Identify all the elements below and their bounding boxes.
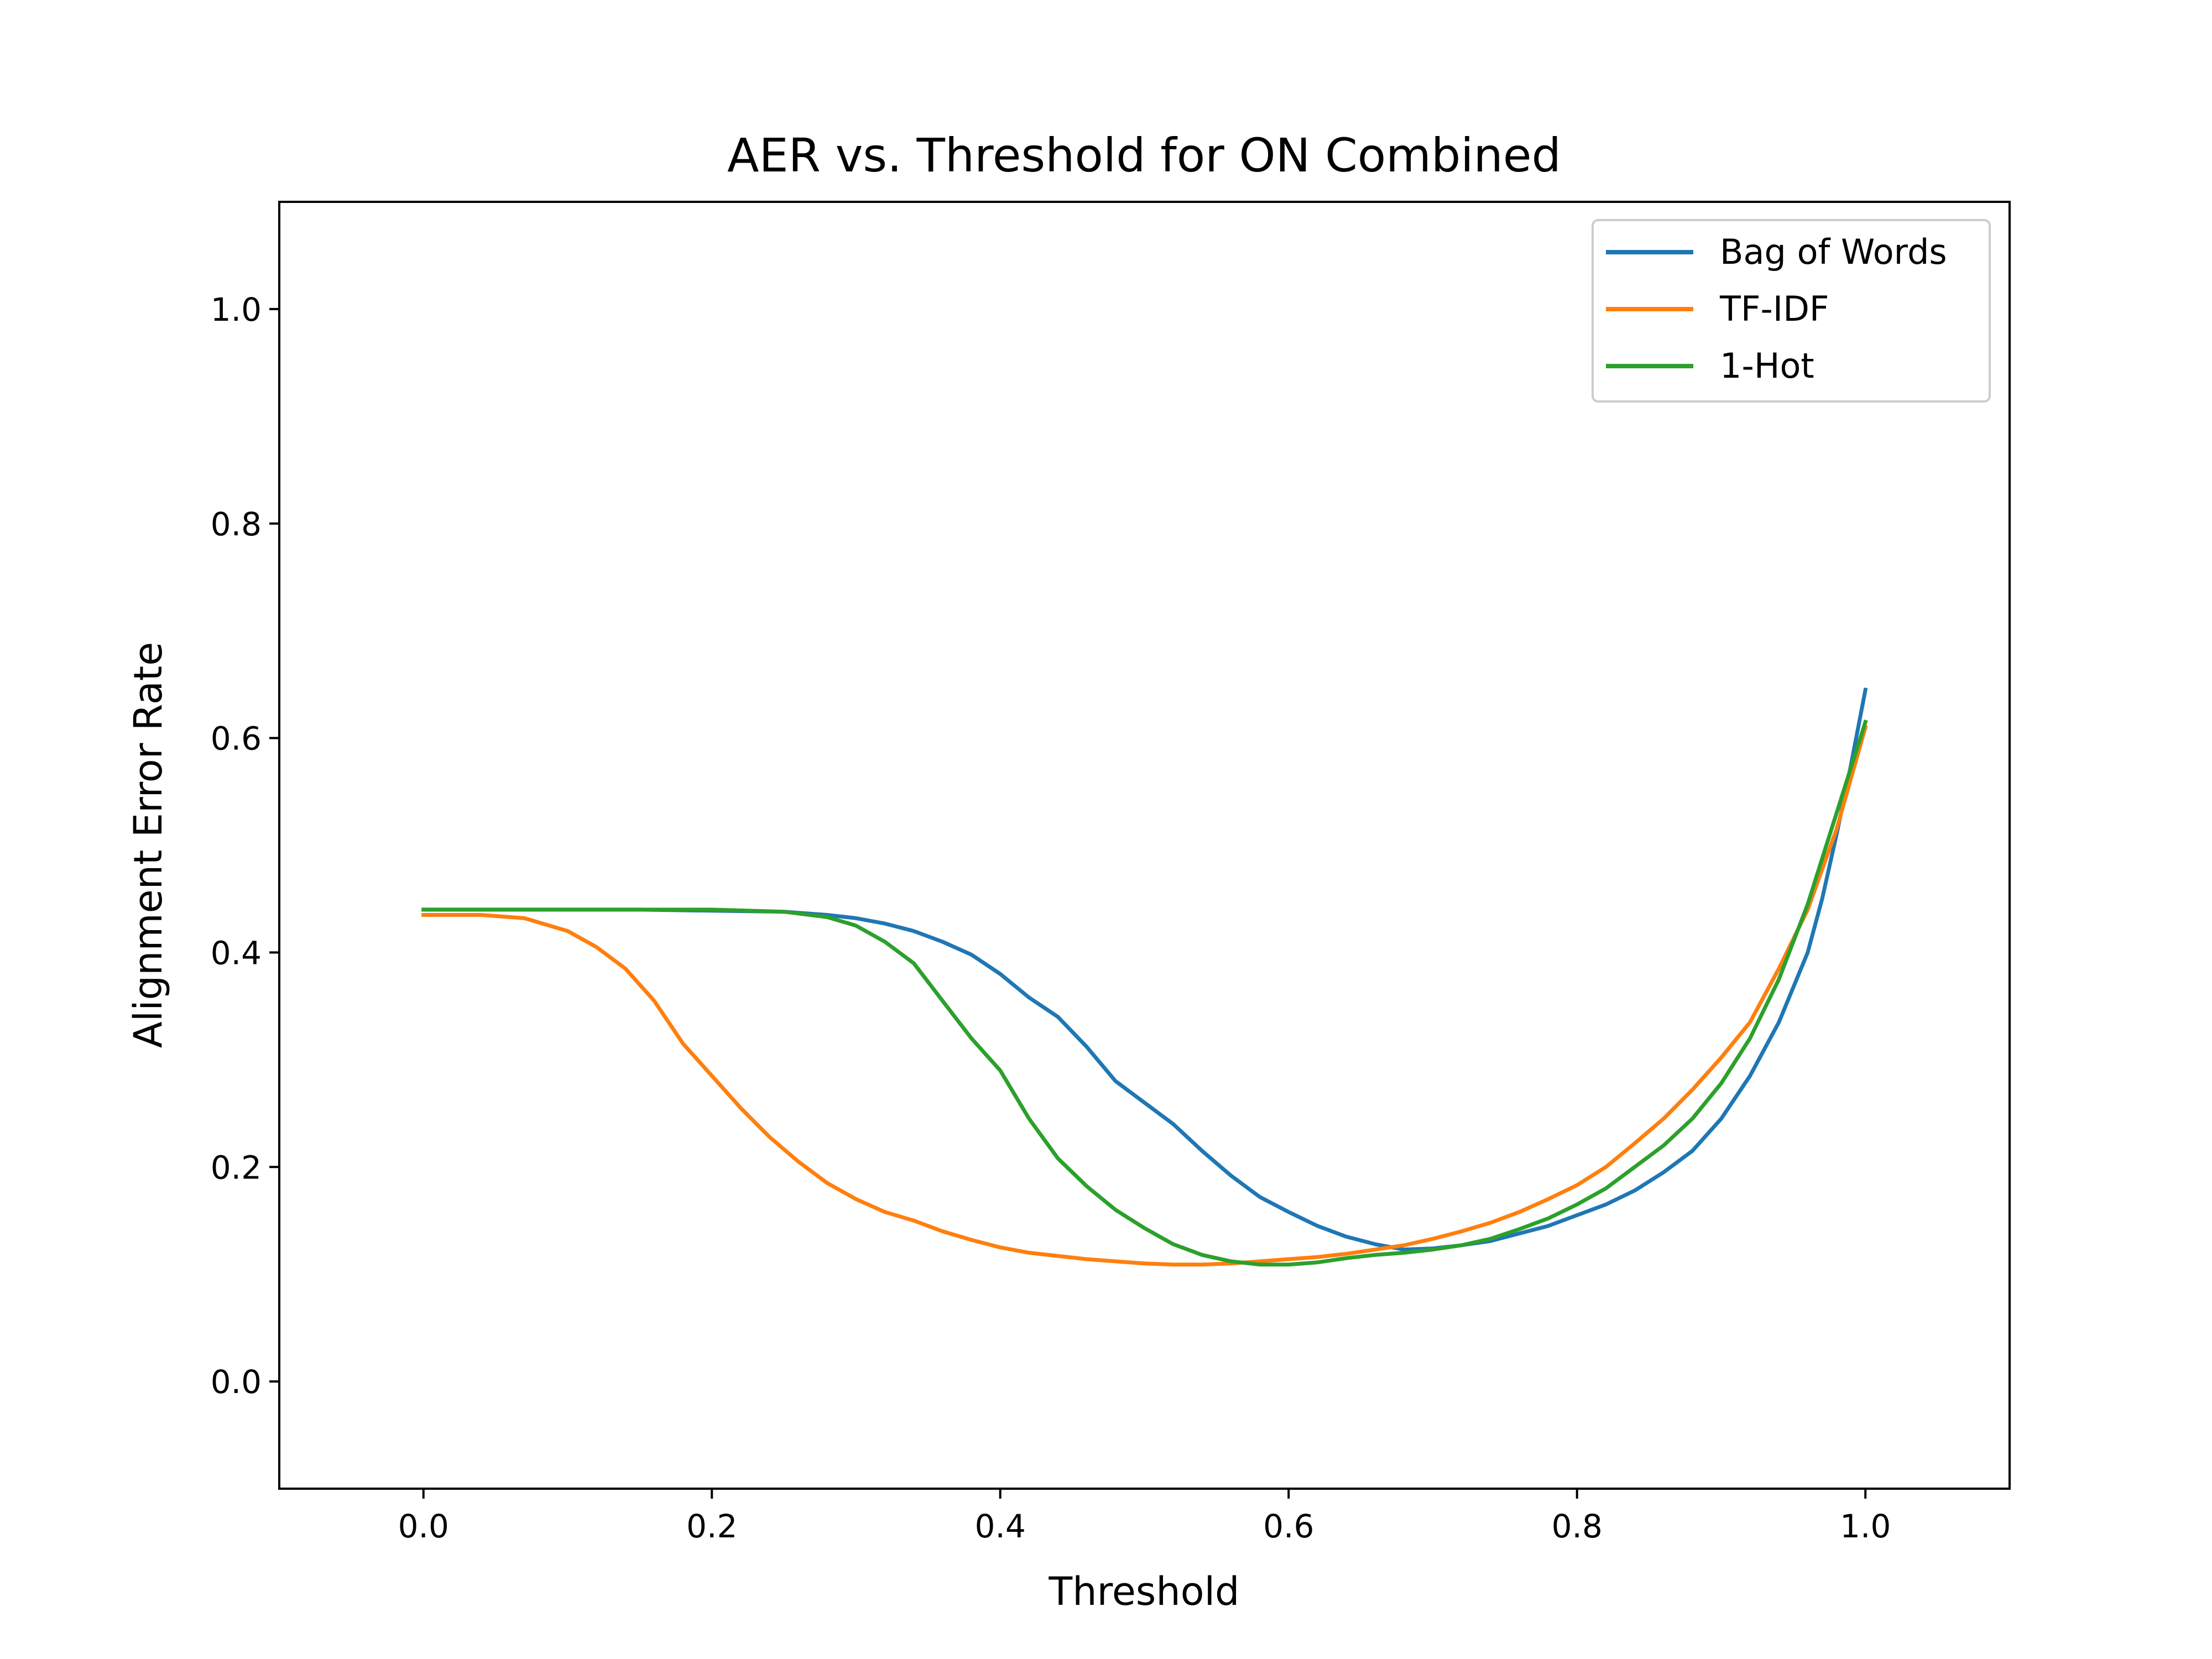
- series-line-bag-of-words: [421, 687, 1868, 1252]
- y-tick-label: 0.6: [211, 720, 262, 758]
- y-tick-label: 0.8: [211, 505, 262, 543]
- x-tick-label: 0.0: [398, 1507, 449, 1545]
- y-tick-label: 0.0: [211, 1363, 262, 1401]
- axis-ticks: 0.0 0.2 0.4 0.6 0.8 1.0 0.0 0.2 0.4 0.6 0.8 1.0: [211, 291, 1891, 1545]
- x-tick-label: 0.2: [686, 1507, 737, 1545]
- legend: Bag of Words TF-IDF 1-Hot: [1592, 219, 1991, 403]
- series-line-1-hot: [421, 719, 1868, 1267]
- y-tick-label: 0.4: [211, 934, 262, 972]
- y-axis-label: Alignment Error Rate: [126, 642, 171, 1048]
- x-tick-label: 1.0: [1840, 1507, 1891, 1545]
- x-tick-label: 0.6: [1263, 1507, 1314, 1545]
- x-tick-label: 0.4: [975, 1507, 1026, 1545]
- legend-label-tf-idf: TF-IDF: [1719, 289, 1829, 329]
- legend-label-bag-of-words: Bag of Words: [1720, 232, 1947, 272]
- x-axis-label: Threshold: [1048, 1569, 1240, 1614]
- x-tick-label: 0.8: [1552, 1507, 1603, 1545]
- y-tick-label: 0.2: [211, 1149, 262, 1186]
- legend-label-1-hot: 1-Hot: [1720, 346, 1814, 386]
- legend-box: [1592, 219, 1991, 403]
- series-line-tf-idf: [421, 724, 1868, 1267]
- y-tick-label: 1.0: [211, 291, 262, 328]
- plot-frame: [278, 201, 2011, 1490]
- series-lines: [421, 687, 1868, 1267]
- chart-title: AER vs. Threshold for ON Combined: [727, 128, 1561, 182]
